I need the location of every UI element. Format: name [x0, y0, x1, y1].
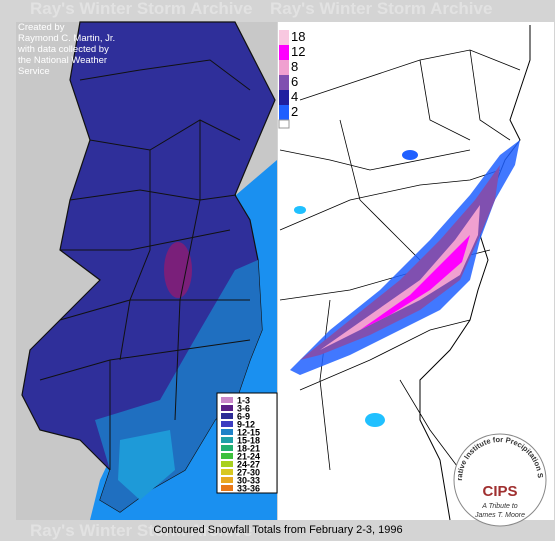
watermark: Ray's Winter Storm Archive [270, 0, 492, 18]
legend-swatch [221, 405, 233, 411]
snow-max [164, 242, 192, 298]
legend-swatch [221, 437, 233, 443]
colorbar-segment [279, 105, 289, 120]
watermark: Ray's Winter Storm Archive [30, 521, 252, 540]
legend-label: 12-15 [237, 428, 260, 438]
legend-swatch [221, 485, 233, 491]
legend: 1-33-66-99-1212-1515-1818-2121-2424-2727… [221, 396, 260, 494]
legend-swatch [221, 469, 233, 475]
colorbar-label: 12 [291, 44, 305, 59]
colorbar-segment [279, 75, 289, 90]
credit-line: Raymond C. Martin, Jr. [18, 33, 115, 44]
legend-label: 24-27 [237, 460, 260, 470]
legend-label: 9-12 [237, 420, 255, 430]
colorbar-segment [279, 30, 289, 45]
legend-label: 27-30 [237, 468, 260, 478]
snow-band [290, 140, 520, 375]
logo-line: James T. Moore [474, 512, 525, 519]
snow-band [320, 205, 480, 350]
legend-label: 15-18 [237, 436, 260, 446]
colorbar-label: 8 [291, 59, 298, 74]
legend-swatch [221, 453, 233, 459]
credit-line: with data collected by [17, 44, 109, 55]
colorbar-segment [279, 45, 289, 60]
credit-line: the National Weather [18, 55, 107, 66]
credit-line: Created by [18, 22, 65, 33]
logo-ring [453, 433, 547, 527]
colorbar-label: 4 [291, 89, 298, 104]
legend-label: 33-36 [237, 484, 260, 494]
colorbar-segment [279, 90, 289, 105]
colorbar-segment [278, 119, 290, 129]
legend-label: 18-21 [237, 444, 260, 454]
snow-patch [294, 206, 306, 214]
snow-patch [402, 150, 418, 160]
legend-swatch [221, 421, 233, 427]
legend-swatch [221, 413, 233, 419]
legend-label: 3-6 [237, 404, 250, 414]
legend-swatch [221, 397, 233, 403]
caption: Contoured Snowfall Totals from February … [153, 524, 402, 536]
county-lines [39, 59, 251, 470]
colorbar-segment [279, 60, 289, 75]
legend-label: 30-33 [237, 476, 260, 486]
colorbar-label: 6 [291, 74, 298, 89]
credit-line: Service [18, 66, 50, 77]
colorbar-label: 2 [291, 104, 298, 119]
snow-15-18 [118, 430, 175, 500]
watermark: Ray's Winter Storm Archive [30, 0, 252, 18]
legend-swatch [221, 477, 233, 483]
legend-label: 21-24 [237, 452, 260, 462]
legend-label: 1-3 [237, 396, 250, 406]
logo-name: CIPS [482, 483, 517, 500]
legend-swatch [221, 445, 233, 451]
colorbar-label: 18 [291, 29, 305, 44]
snow-patch [365, 413, 385, 427]
legend-swatch [221, 429, 233, 435]
legend-swatch [221, 461, 233, 467]
legend-label: 6-9 [237, 412, 250, 422]
logo-line: A Tribute to [481, 503, 518, 510]
